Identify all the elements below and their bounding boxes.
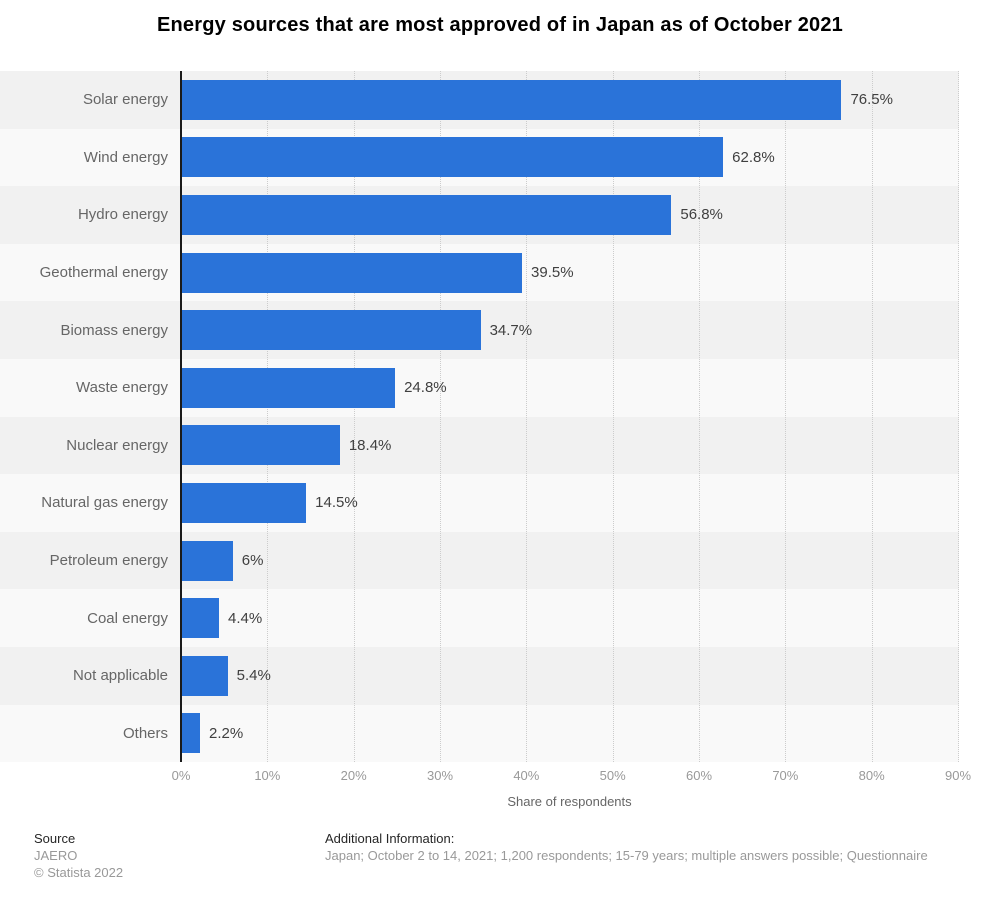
bar-track: 76.5% [181, 71, 959, 129]
category-label: Coal energy [87, 609, 168, 627]
value-label: 56.8% [680, 206, 723, 224]
category-label: Nuclear energy [66, 436, 168, 454]
source-block: Source JAERO © Statista 2022 [34, 830, 325, 881]
value-label: 76.5% [850, 91, 893, 109]
bar-row: Wind energy 62.8% [0, 128, 959, 187]
value-label: 5.4% [236, 667, 271, 685]
category-label: Others [122, 724, 168, 742]
bar [181, 540, 233, 581]
x-axis-ticks: 0% 10% 20% 30% 40% 50% 60% 70% 80% 90% [0, 768, 971, 784]
x-tick-label: 40% [513, 768, 540, 784]
bar [181, 79, 842, 120]
value-label: 34.7% [489, 321, 533, 339]
bar-row: Petroleum energy 6% [0, 531, 959, 590]
category-label: Hydro energy [77, 206, 168, 224]
category-label: Waste energy [76, 379, 168, 397]
bar [181, 194, 672, 235]
x-axis-label: Share of respondents [507, 794, 632, 810]
bar-track: 62.8% [181, 129, 959, 187]
category-label: Natural gas energy [41, 494, 168, 512]
bar-track: 24.8% [181, 359, 959, 417]
bar [181, 482, 307, 523]
bar-track: 14.5% [181, 474, 959, 532]
value-label: 18.4% [348, 436, 392, 454]
x-tick-label: 90% [944, 768, 972, 784]
bar-track: 4.4% [181, 589, 959, 647]
bar-track: 34.7% [181, 301, 959, 359]
category-label: Not applicable [72, 667, 168, 685]
bar-row: Waste energy 24.8% [0, 358, 959, 417]
value-label: 14.5% [315, 494, 358, 512]
additional-info-heading: Additional Information: [325, 831, 455, 847]
category-label: Wind energy [83, 148, 168, 166]
bar-track: 56.8% [181, 186, 959, 244]
bar-row: Natural gas energy 14.5% [0, 474, 959, 532]
value-label: 6% [241, 552, 264, 570]
value-label: 2.2% [208, 724, 244, 742]
bar [181, 367, 396, 408]
bar [181, 137, 724, 178]
source-name: JAERO [34, 848, 78, 864]
bar [181, 425, 340, 466]
bar-track: 2.2% [181, 705, 959, 763]
bar-rows: Solar energy 76.5% Wind energy 62.8% Hydro e… [0, 71, 959, 763]
footer: Source JAERO © Statista 2022 Additional … [0, 830, 1000, 881]
statista-copyright: © Statista 2022 [34, 865, 124, 881]
bar-row: Solar energy 76.5% [0, 71, 959, 129]
value-label: 4.4% [227, 609, 263, 627]
bar-row: Hydro energy 56.8% [0, 186, 959, 244]
x-tick-label: 60% [685, 768, 713, 784]
x-tick-label: 0% [171, 768, 191, 784]
bar-track: 39.5% [181, 244, 959, 302]
x-tick-label: 80% [858, 768, 885, 784]
additional-info-text: Japan; October 2 to 14, 2021; 1,200 resp… [325, 848, 928, 864]
value-label: 39.5% [531, 264, 574, 282]
source-heading: Source [34, 831, 76, 847]
value-label: 24.8% [404, 379, 447, 397]
additional-info-block: Additional Information: Japan; October 2… [325, 830, 1000, 881]
category-label: Geothermal energy [39, 264, 168, 282]
bar-row: Not applicable 5.4% [0, 646, 959, 705]
category-label: Biomass energy [60, 321, 168, 339]
x-tick-label: 50% [599, 768, 626, 784]
bar-row: Coal energy 4.4% [0, 589, 959, 647]
bar-track: 18.4% [181, 417, 959, 475]
category-label: Petroleum energy [49, 552, 168, 570]
x-tick-label: 30% [426, 768, 454, 784]
bar [181, 310, 481, 351]
bar-row: Others 2.2% [0, 704, 959, 763]
x-tick-label: 70% [772, 768, 799, 784]
x-tick-label: 20% [340, 768, 367, 784]
chart-title: Energy sources that are most approved of… [156, 14, 844, 36]
bar [181, 252, 523, 293]
bar [181, 655, 228, 696]
bar-row: Nuclear energy 18.4% [0, 416, 959, 475]
bar-track: 6% [181, 532, 959, 590]
bar [181, 598, 219, 639]
bar-row: Geothermal energy 39.5% [0, 243, 959, 302]
plot-area: Solar energy 76.5% Wind energy 62.8% Hydro e… [0, 71, 959, 763]
category-label: Solar energy [82, 91, 168, 109]
bar [181, 713, 200, 754]
bar-track: 5.4% [181, 647, 959, 705]
x-tick-label: 10% [254, 768, 281, 784]
value-label: 62.8% [732, 148, 775, 166]
bar-row: Biomass energy 34.7% [0, 301, 959, 359]
